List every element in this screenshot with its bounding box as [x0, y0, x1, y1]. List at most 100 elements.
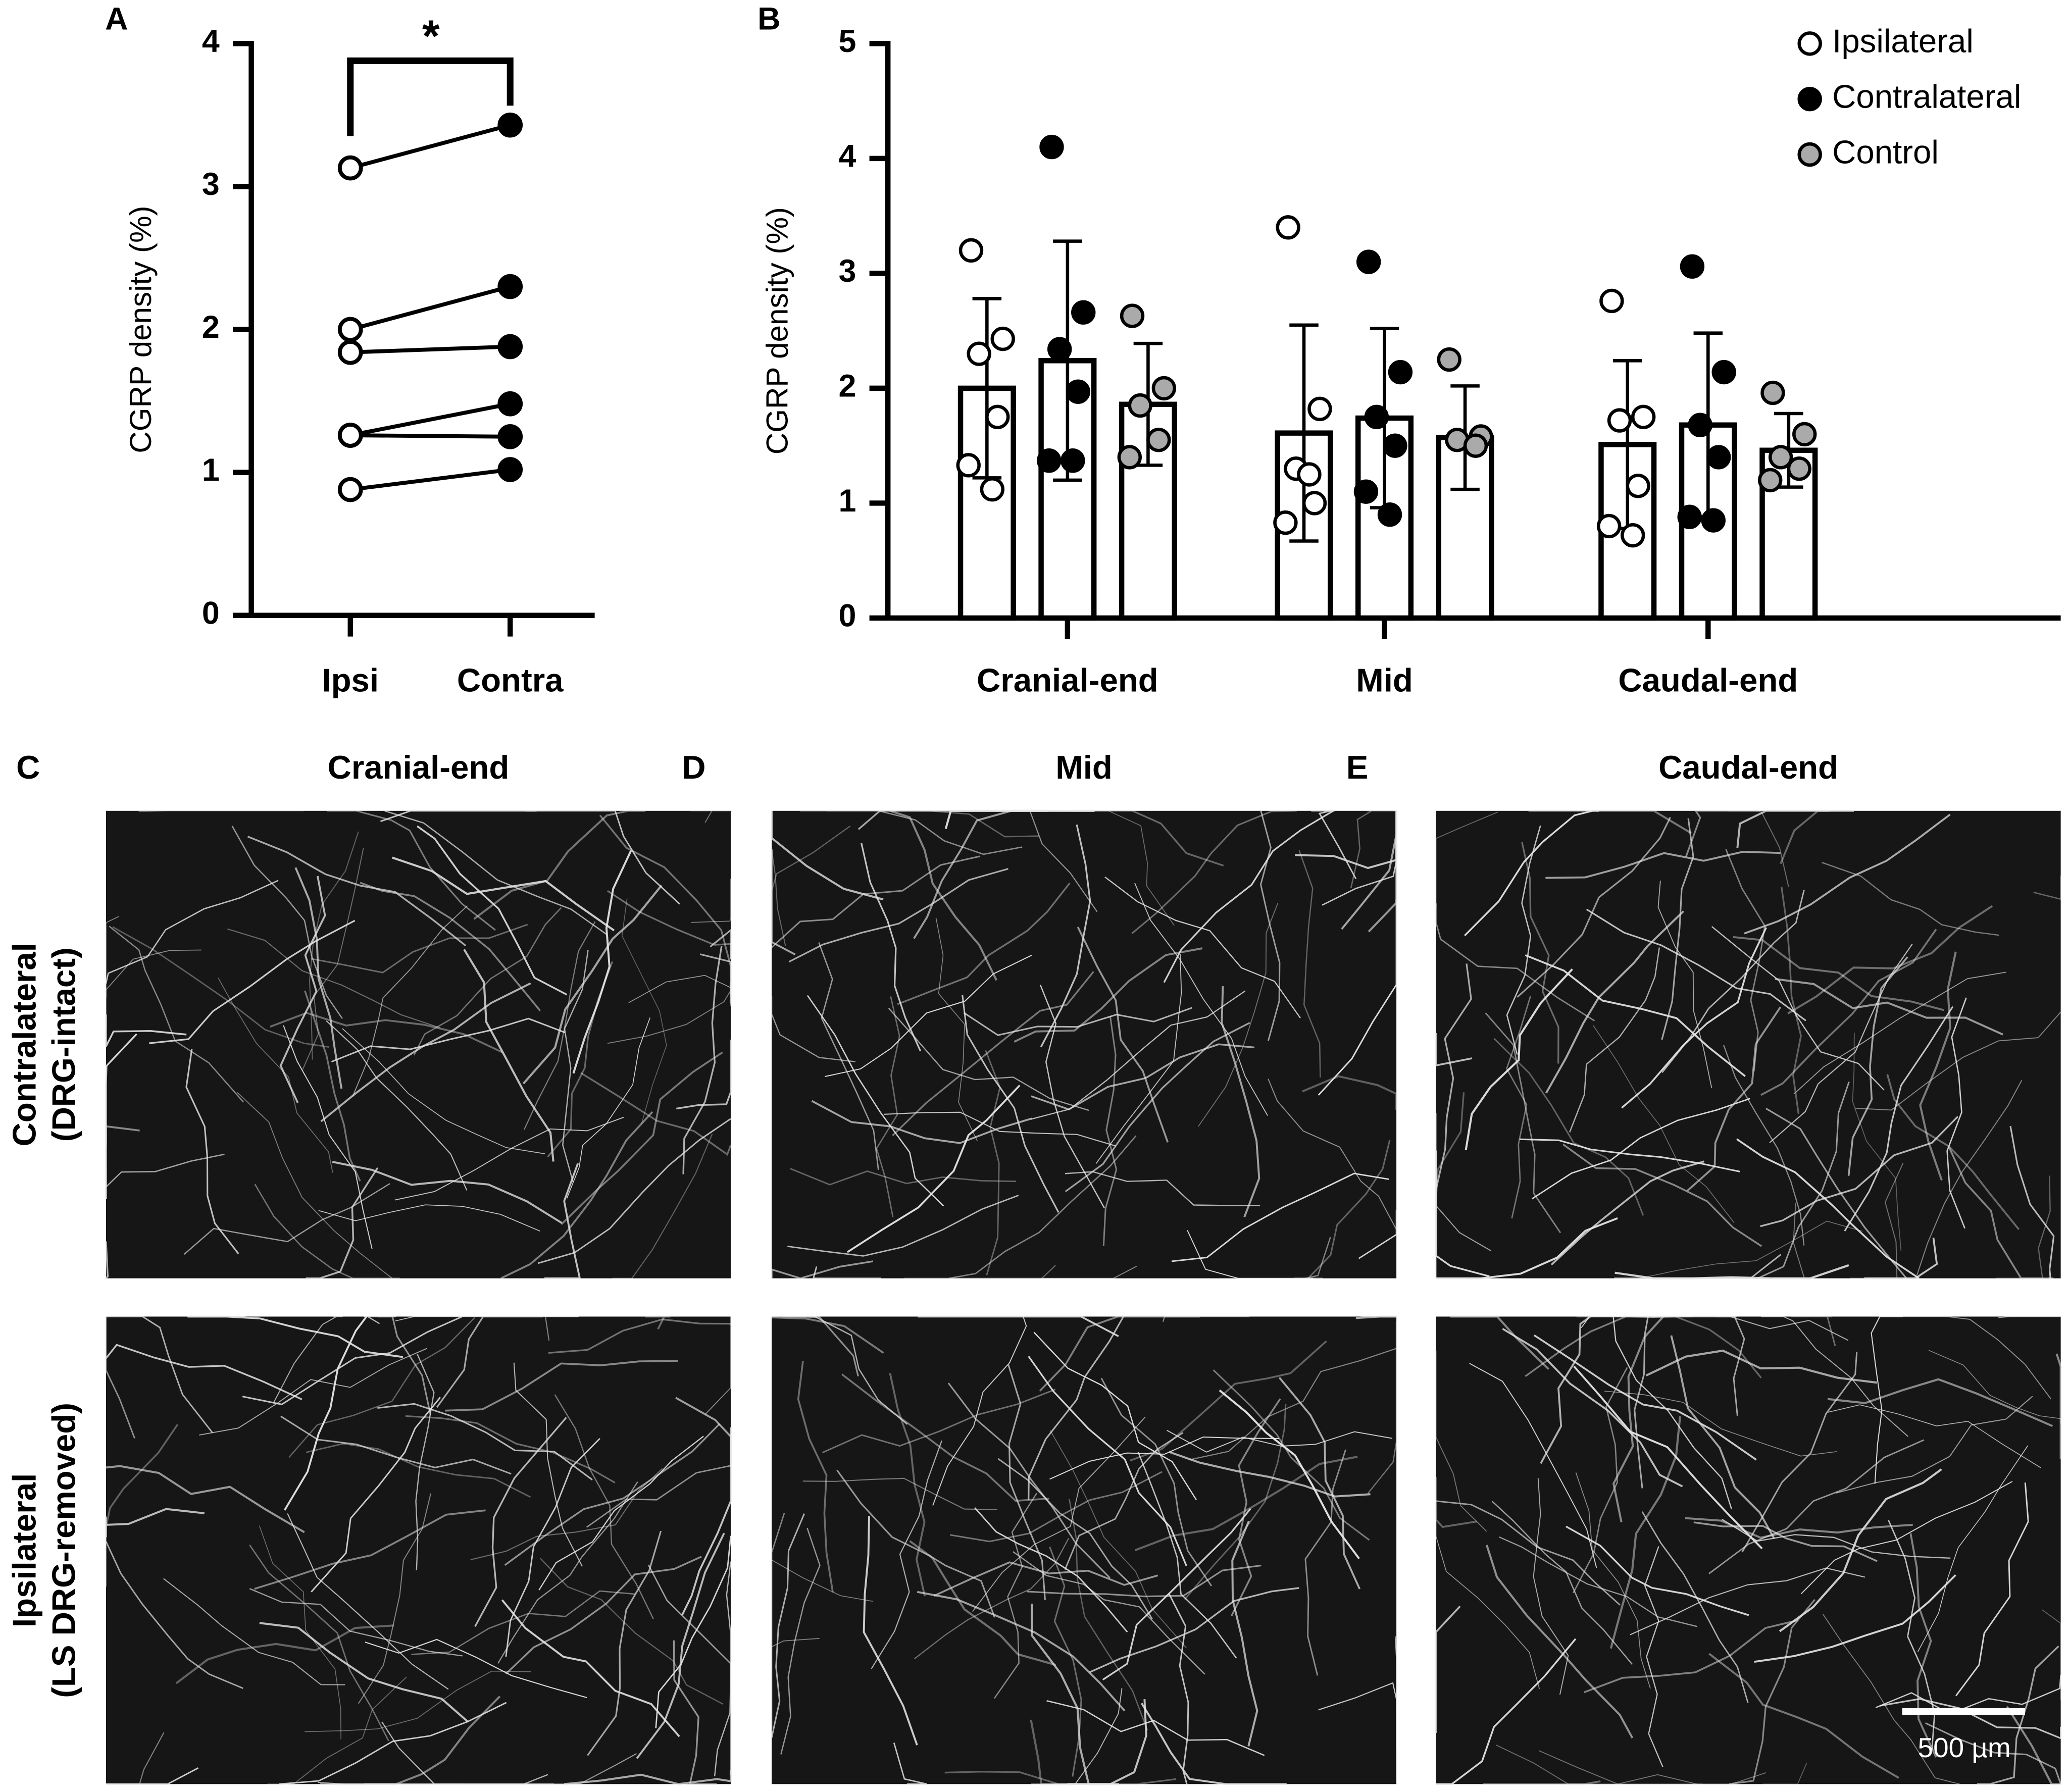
nerve-fiber [1368, 810, 1398, 933]
nerve-fiber [267, 1676, 407, 1785]
nerve-fiber [352, 905, 468, 1097]
data-point [1677, 504, 1702, 529]
nerve-fiber [394, 1116, 624, 1201]
nerve-fiber [1436, 1638, 1577, 1785]
nerve-fiber [1102, 1016, 1118, 1246]
data-point [497, 334, 523, 360]
nerve-fiber [1465, 968, 1573, 1150]
nerve-fiber [918, 1315, 1119, 1338]
nerve-fiber [818, 942, 879, 1170]
nerve-fiber [1163, 810, 1334, 983]
nerve-fiber [1793, 971, 2006, 1095]
nerve-fiber [1350, 810, 1397, 889]
nerve-fiber [1013, 1551, 1205, 1675]
pair-line [349, 123, 511, 170]
data-point [990, 326, 1015, 351]
nerve-fiber [1835, 1396, 2033, 1494]
nerve-fiber [1528, 809, 1692, 834]
nerve-fiber [1435, 1503, 1540, 1689]
nerve-fiber [1064, 1432, 1184, 1570]
nerve-fiber [294, 867, 343, 1089]
nerve-fiber [691, 879, 731, 923]
nerve-fiber [1827, 1404, 2042, 1468]
nerve-fiber [106, 1732, 165, 1785]
nerve-fiber [259, 1622, 469, 1723]
nerve-fiber [1875, 1674, 2061, 1715]
nerve-fiber [771, 996, 855, 1062]
nerve-fiber [1693, 1521, 1878, 1562]
nerve-fiber [1864, 1238, 1938, 1279]
x-tick-label: Cranial-end [977, 661, 1158, 698]
data-point [1047, 337, 1072, 362]
error-bar [972, 297, 1002, 480]
nerve-fiber [1917, 1445, 2029, 1652]
nerve-fiber [504, 1423, 720, 1566]
nerve-fiber [1566, 1525, 1749, 1616]
data-point [497, 424, 523, 449]
nerve-fiber [1134, 883, 1268, 1116]
data-point [1071, 300, 1096, 325]
nerve-fiber [797, 1361, 834, 1593]
nerve-fiber [607, 989, 731, 1044]
data-point [1388, 360, 1413, 385]
data-point [1356, 249, 1381, 274]
nerve-fiber [377, 1403, 593, 1480]
nerve-fiber [1305, 1237, 1331, 1279]
nerve-fiber [1100, 1377, 1213, 1586]
pair-line [349, 284, 511, 332]
nerve-fiber [2055, 1353, 2062, 1459]
nerve-fiber [562, 950, 589, 1183]
nerve-fiber [2033, 876, 2061, 900]
nerve-fiber [963, 1007, 1193, 1036]
nerve-fiber [1604, 1391, 1838, 1457]
nerve-fiber [1573, 1365, 1763, 1550]
nerve-fiber [1039, 1315, 1200, 1392]
nerve-fiber [1184, 1404, 1287, 1600]
nerve-fiber [841, 1373, 1049, 1502]
nerve-fiber [365, 1639, 587, 1699]
legend-marker [1797, 86, 1822, 112]
nerve-fiber [1736, 809, 1854, 848]
nerve-fiber [175, 1624, 394, 1684]
nerve-fiber [1367, 1321, 1397, 1494]
significance-star: * [422, 11, 440, 61]
data-point [1596, 514, 1622, 539]
nerve-fiber [1187, 1230, 1314, 1279]
nerve-fiber [2006, 1706, 2061, 1785]
nerve-fiber [1569, 947, 1660, 1133]
nerve-fiber [861, 843, 922, 1052]
data-point [497, 457, 523, 482]
data-point [1792, 422, 1817, 447]
nerve-fiber [1049, 1430, 1187, 1649]
nerve-fiber [306, 1167, 379, 1279]
nerve-fiber [305, 1670, 531, 1732]
nerve-fiber [436, 1315, 543, 1408]
nerve-fiber [381, 1721, 554, 1785]
nerve-fiber [2042, 1609, 2061, 1700]
data-point [497, 274, 523, 299]
legend-marker [1797, 31, 1822, 56]
nerve-fiber [415, 1353, 435, 1570]
nerve-fiber [1621, 927, 1767, 1109]
nerve-fiber [1741, 1351, 1858, 1553]
data-point [1711, 360, 1736, 385]
nerve-fiber [580, 1072, 732, 1156]
data-point [1151, 376, 1176, 401]
nerve-fiber [1800, 1480, 2013, 1595]
nerve-fiber [771, 1513, 805, 1738]
legend-label: Ipsilateral [1832, 23, 1974, 60]
nerve-fiber [812, 1266, 881, 1279]
nerve-fiber [327, 810, 496, 931]
nerve-fiber [1189, 1348, 1397, 1461]
nerve-fiber [237, 1092, 392, 1279]
nerve-fiber [1545, 910, 1685, 1094]
nerve-fiber [1897, 1316, 2052, 1400]
data-point [1297, 462, 1322, 487]
nerve-fiber [897, 882, 1071, 1005]
nerve-fiber [473, 809, 646, 920]
nerve-fiber [1435, 811, 1498, 908]
nerve-fiber [1040, 824, 1091, 1048]
data-point [1061, 448, 1085, 473]
data-point [1066, 379, 1090, 404]
